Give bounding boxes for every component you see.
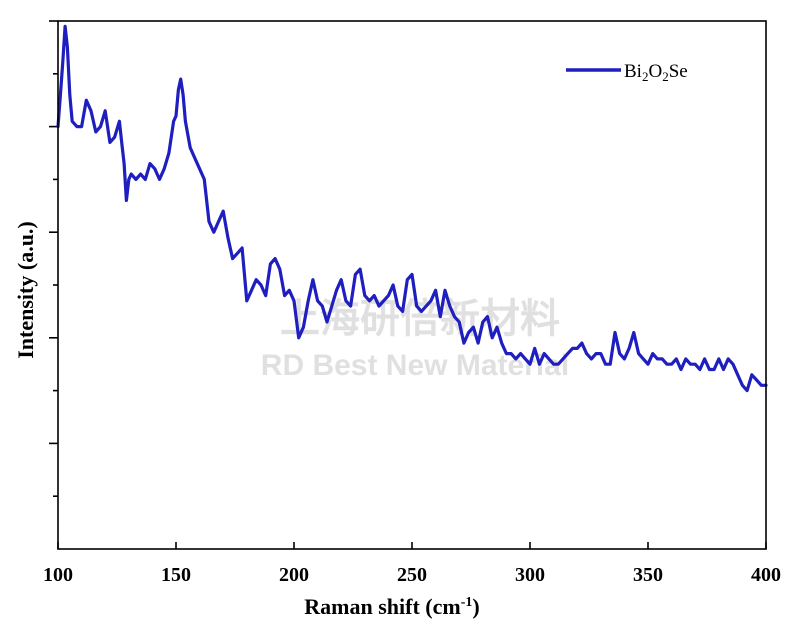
x-axis-title: Raman shift (cm-1) — [304, 594, 479, 619]
y-axis-title: Intensity (a.u.) — [13, 221, 38, 359]
x-tick-label: 350 — [633, 564, 663, 586]
plot-frame — [57, 20, 767, 550]
x-tick-label: 250 — [397, 564, 427, 586]
series-line-bi2o2se — [56, 24, 768, 393]
x-tick-label: 200 — [279, 564, 309, 586]
x-tick-labels: 100 150 200 250 300 350 400 — [43, 564, 781, 586]
y-axis-ticks — [49, 20, 58, 498]
legend-label: Bi2O2Se — [624, 61, 688, 84]
x-tick-label: 100 — [43, 564, 73, 586]
x-tick-label: 150 — [161, 564, 191, 586]
x-axis-ticks — [57, 542, 767, 549]
x-tick-label: 400 — [751, 564, 781, 586]
watermark-chinese: 上海研倍新材料 — [280, 296, 560, 342]
x-tick-label: 300 — [515, 564, 545, 586]
legend: Bi2O2Se — [566, 61, 688, 84]
